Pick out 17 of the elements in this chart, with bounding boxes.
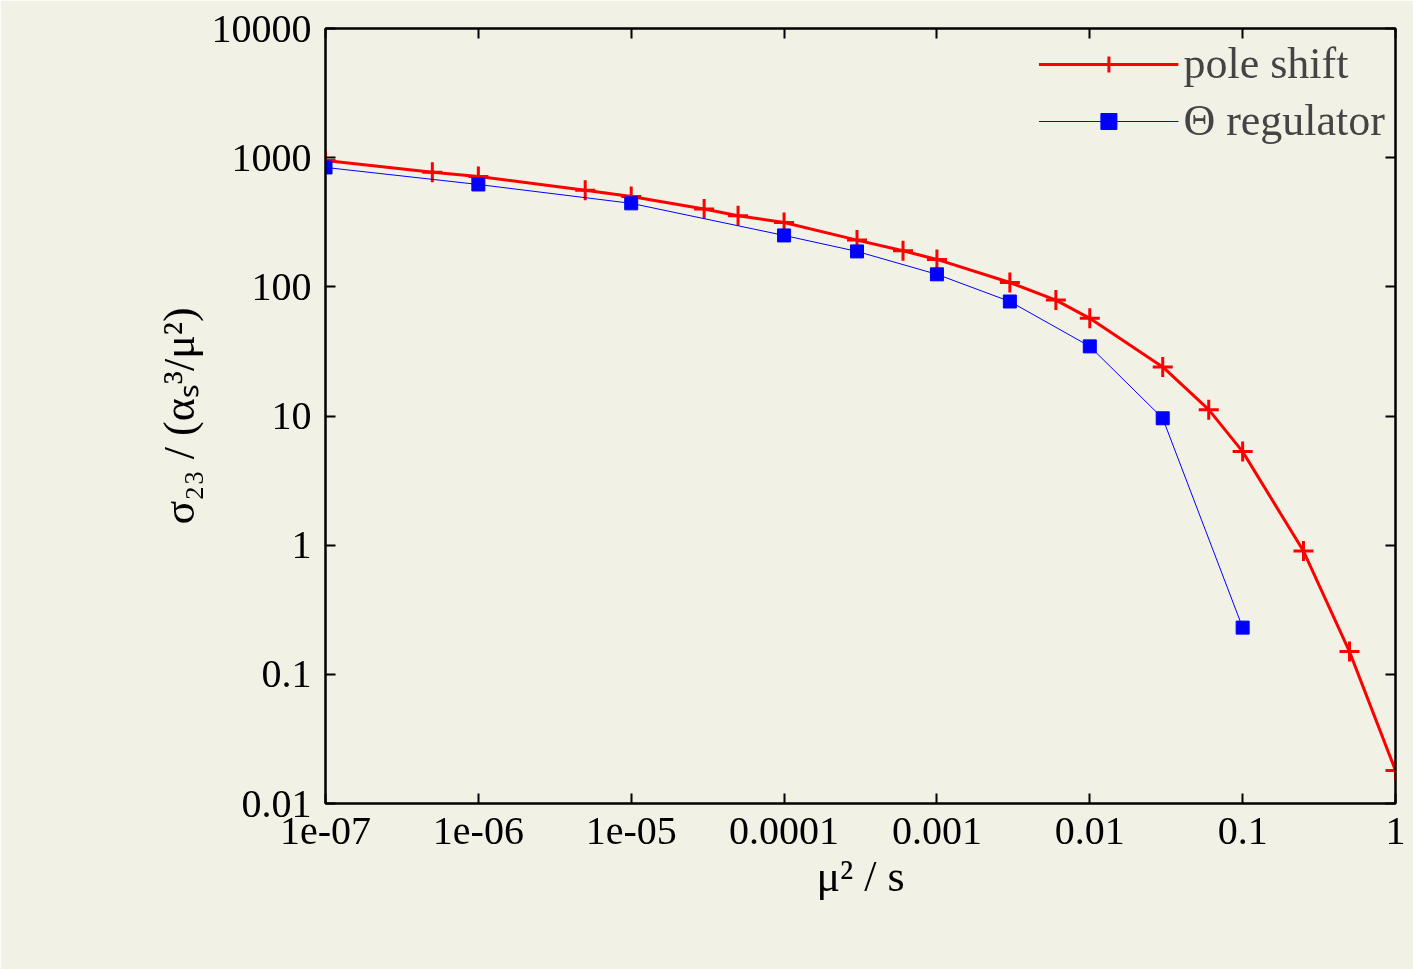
legend-label: Θ regulator <box>1183 95 1385 146</box>
y-tick-label: 10000 <box>211 5 312 51</box>
y-tick-label: 100 <box>251 263 312 309</box>
x-tick-label: 0.0001 <box>729 807 840 853</box>
y-axis-title: σ₂₃ / (αₛ³/μ²) <box>154 307 204 525</box>
x-tick-label: 0.01 <box>1054 807 1125 853</box>
y-tick-label: 1000 <box>231 134 312 180</box>
legend-label: pole shift <box>1183 38 1349 89</box>
x-tick-label: 0.001 <box>891 807 982 853</box>
y-tick-label: 10 <box>271 393 312 438</box>
x-tick-label: 0.1 <box>1217 807 1268 853</box>
x-tick-label: 1e-06 <box>432 807 524 853</box>
x-tick-label: 1 <box>1385 807 1406 853</box>
x-tick-label: 1e-05 <box>585 807 677 853</box>
y-tick-label: 0.1 <box>261 651 312 697</box>
x-axis-title: μ² / s <box>816 851 905 901</box>
y-tick-label: 1 <box>291 522 312 568</box>
